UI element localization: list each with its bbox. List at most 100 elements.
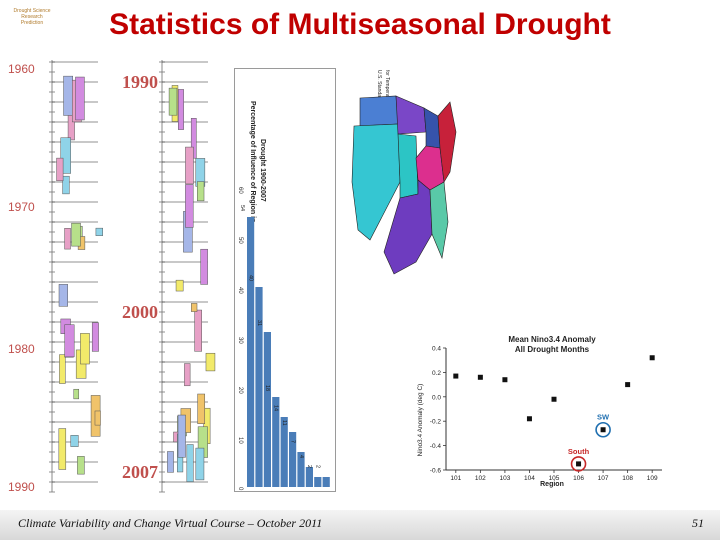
- drought-block: [59, 354, 66, 384]
- drought-block: [60, 137, 71, 174]
- bar-chart-title-2: Drought 1900-2007: [259, 139, 266, 202]
- scatter-x-tick-label: 102: [475, 475, 486, 482]
- footer-course-text: Climate Variability and Change Virtual C…: [18, 516, 323, 530]
- bar-chart-y-label: 30: [237, 337, 243, 344]
- drought-block: [178, 89, 184, 130]
- drought-block: [80, 333, 90, 365]
- scatter-point: [551, 396, 557, 402]
- drought-block: [205, 352, 216, 372]
- bar-chart-title-1: Percentage of Influence of Region in: [249, 101, 256, 222]
- logo-line-1: Drought Science: [13, 8, 51, 14]
- bar-chart-bar: [289, 432, 297, 487]
- drought-block: [184, 363, 191, 387]
- scatter-y-tick-label: -0.6: [430, 468, 442, 475]
- drought-block: [64, 324, 75, 358]
- scatter-point: [453, 373, 459, 379]
- drought-block: [175, 279, 184, 292]
- map-region-northeast: [437, 101, 457, 183]
- bar-chart-y-label: 20: [237, 387, 243, 394]
- bar-chart-value-label: 14: [273, 405, 279, 411]
- timeline-left: [49, 60, 103, 493]
- year-1960-label: 1960: [8, 62, 35, 76]
- scatter-x-tick-label: 104: [524, 475, 535, 482]
- drought-block: [177, 414, 186, 458]
- scatter-x-ticks: 101 102 103 104 105 106 107 108 109: [450, 470, 658, 482]
- drought-block: [94, 410, 101, 426]
- bar-chart-value-label: 7: [289, 440, 295, 443]
- scatter-annotations: SW South: [568, 413, 611, 472]
- scatter-y-tick-label: 0.4: [432, 346, 441, 353]
- bar-chart-svg: Percentage of Influence of Region in Dro…: [237, 101, 330, 491]
- drought-block: [70, 435, 79, 447]
- bar-chart-bar: [297, 452, 305, 487]
- bar-chart-y-label: 10: [237, 437, 243, 444]
- bar-chart-bar: [314, 477, 322, 487]
- drought-block: [197, 393, 206, 424]
- scatter-annotation-circle: [570, 456, 587, 472]
- bar-chart-value-label: 54: [239, 205, 245, 211]
- drought-block: [191, 303, 198, 312]
- bar-chart-bar: [322, 477, 330, 487]
- scatter-point: [625, 382, 631, 388]
- drought-block: [62, 175, 70, 195]
- scatter-point: [600, 427, 606, 433]
- footer-bar: [0, 510, 720, 540]
- drought-block: [58, 284, 68, 307]
- bar-chart-y-label: 50: [237, 237, 243, 244]
- drought-block: [63, 75, 73, 116]
- scatter-y-tick-label: 0.0: [432, 394, 441, 401]
- scatter-y-tick-label: 0.2: [432, 370, 441, 377]
- slide-title: Statistics of Multiseasonal Drought: [109, 8, 611, 41]
- bar-chart-bar: [255, 287, 263, 487]
- drought-block: [56, 157, 64, 182]
- logo-line-2: Research Prediction: [20, 14, 44, 26]
- scatter-y-tick-label: -0.4: [430, 443, 442, 450]
- bar-chart-value-label: 2: [315, 465, 321, 468]
- bar-chart-value-label: 4: [298, 455, 304, 458]
- scatter-axes: [445, 348, 662, 471]
- scatter-point: [526, 416, 532, 422]
- bar-chart-value-label: 11: [281, 420, 287, 426]
- scatter-x-tick-label: 109: [647, 475, 658, 482]
- year-2007-big-label: 2007: [122, 462, 158, 482]
- bar-chart-y-labels: 60 50 40 30 20 10 0: [237, 187, 243, 491]
- scatter-y-tick-label: -0.2: [430, 419, 442, 426]
- scatter-point: [502, 377, 508, 383]
- year-1980-label: 1980: [8, 342, 35, 356]
- drought-block: [194, 309, 202, 352]
- scatter-x-tick-label: 106: [573, 475, 584, 482]
- bar-chart-bar: [272, 397, 280, 487]
- map-region-northwest: [359, 95, 399, 127]
- map-region-southwest: [397, 133, 419, 199]
- drought-block: [73, 388, 80, 400]
- scatter-x-tick-label: 105: [549, 475, 560, 482]
- year-1990-label: 1990: [8, 480, 35, 494]
- drought-block: [58, 428, 67, 470]
- scatter-y-axis-label: Nino3.4 Anomaly (deg C): [417, 384, 424, 457]
- bar-chart-bars: 54 40 31 18 14 11 7 4 2 2: [239, 205, 330, 487]
- scatter-x-axis-label: Region: [540, 481, 564, 488]
- scatter-points: [453, 355, 655, 467]
- drought-block: [190, 118, 197, 159]
- scatter-x-tick-label: 101: [450, 475, 461, 482]
- scatter-annotation-label: SW: [597, 413, 610, 422]
- map-legend-line-1: U.S. Standard Regions: [376, 70, 382, 122]
- drought-block: [75, 76, 85, 121]
- logo: Drought Science Research Prediction: [12, 8, 52, 34]
- bar-chart-bar: [305, 467, 313, 487]
- scatter-x-tick-label: 103: [499, 475, 510, 482]
- timeline-right-blocks: [167, 85, 216, 483]
- map-region-west-north-central: [395, 95, 427, 135]
- timeline-left-blocks: [56, 75, 103, 475]
- year-1970-label: 1970: [8, 200, 35, 214]
- bar-chart-bar: [247, 217, 255, 487]
- page-number: 51: [692, 516, 704, 530]
- drought-block: [186, 444, 194, 483]
- map-region-southeast: [429, 181, 449, 260]
- nino-anomaly-scatter-chart: Mean Nino3.4 Anomaly All Drought Months …: [417, 335, 662, 488]
- drought-block: [185, 146, 194, 185]
- drought-block: [64, 228, 71, 250]
- drought-block: [200, 248, 208, 285]
- scatter-y-ticks: 0.4 0.2 0.0 -0.2 -0.4 -0.6: [430, 346, 446, 475]
- bar-chart-bar: [263, 332, 271, 487]
